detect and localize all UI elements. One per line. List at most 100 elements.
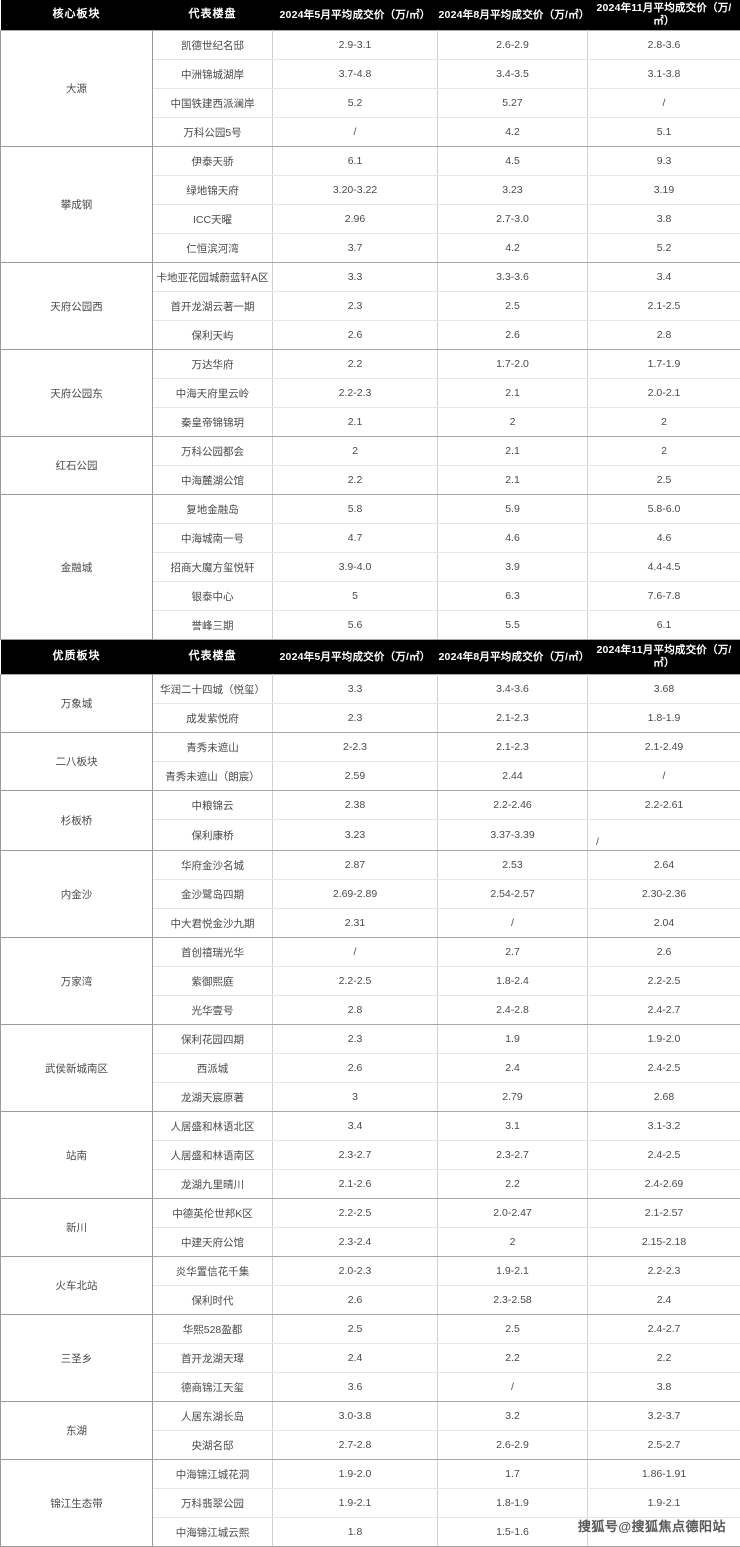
price-may-cell: 2.6	[273, 321, 438, 350]
price-nov-cell: 2.04	[588, 909, 740, 938]
project-name-cell: 龙湖天宸原著	[153, 1083, 273, 1112]
sector-cell: 天府公园东	[1, 350, 153, 437]
project-name-cell: 首开龙湖天璻	[153, 1344, 273, 1373]
header-cell-aug: 2024年8月平均成交价（万/㎡）	[438, 0, 588, 31]
price-may-cell: 2.1-2.6	[273, 1170, 438, 1199]
price-aug-cell: 2.1-2.3	[438, 704, 588, 733]
price-aug-cell: 3.9	[438, 553, 588, 582]
header-cell-project: 代表楼盘	[153, 640, 273, 675]
sector-cell: 万象城	[1, 675, 153, 733]
price-nov-cell: 3.19	[588, 176, 740, 205]
price-aug-cell: 2.2-2.46	[438, 791, 588, 820]
price-may-cell: 2.8	[273, 996, 438, 1025]
price-may-cell: 6.1	[273, 147, 438, 176]
price-aug-cell: 1.8-2.4	[438, 967, 588, 996]
project-name-cell: 西派城	[153, 1054, 273, 1083]
project-name-cell: 中大君悦金沙九期	[153, 909, 273, 938]
price-may-cell: 1.9-2.1	[273, 1489, 438, 1518]
project-name-cell: 凯德世纪名邸	[153, 31, 273, 60]
sector-cell: 新川	[1, 1199, 153, 1257]
price-aug-cell: /	[438, 909, 588, 938]
price-may-cell: 2-2.3	[273, 733, 438, 762]
price-aug-cell: 1.7-2.0	[438, 350, 588, 379]
price-aug-cell: 2.6-2.9	[438, 31, 588, 60]
price-aug-cell: 4.5	[438, 147, 588, 176]
price-may-cell: 5.6	[273, 611, 438, 640]
price-may-cell: 2.1	[273, 408, 438, 437]
price-nov-cell: 1.9-2.0	[588, 1025, 740, 1054]
project-name-cell: 光华壹号	[153, 996, 273, 1025]
price-aug-cell: 4.2	[438, 118, 588, 147]
sector-cell: 二八板块	[1, 733, 153, 791]
price-may-cell: 2.2	[273, 350, 438, 379]
price-aug-cell: 2.1	[438, 466, 588, 495]
price-nov-cell: 1.8-1.9	[588, 704, 740, 733]
price-aug-cell: 2.5	[438, 292, 588, 321]
project-name-cell: 华府金沙名城	[153, 851, 273, 880]
price-nov-cell: 1.7-1.9	[588, 350, 740, 379]
sector-cell: 天府公园西	[1, 263, 153, 350]
project-name-cell: 中建天府公馆	[153, 1228, 273, 1257]
project-name-cell: 万科公园5号	[153, 118, 273, 147]
price-may-cell: 2.3	[273, 704, 438, 733]
price-nov-cell: 3.8	[588, 205, 740, 234]
project-name-cell: 人居东湖长岛	[153, 1402, 273, 1431]
price-may-cell: 2.5	[273, 1315, 438, 1344]
project-name-cell: 中海麓湖公馆	[153, 466, 273, 495]
price-nov-cell: 4.6	[588, 524, 740, 553]
price-nov-cell: 2.1-2.49	[588, 733, 740, 762]
price-nov-cell: 2.5-2.7	[588, 1431, 740, 1460]
price-aug-cell: 2.53	[438, 851, 588, 880]
price-nov-cell: 6.1	[588, 611, 740, 640]
project-name-cell: 伊泰天骄	[153, 147, 273, 176]
sector-cell: 内金沙	[1, 851, 153, 938]
price-nov-cell: 2.4-2.5	[588, 1141, 740, 1170]
project-name-cell: 青秀未遮山（朗宸）	[153, 762, 273, 791]
project-name-cell: 复地金融岛	[153, 495, 273, 524]
price-aug-cell: 2.7	[438, 938, 588, 967]
price-may-cell: 2.2-2.5	[273, 967, 438, 996]
price-may-cell: 2.3	[273, 1025, 438, 1054]
project-name-cell: 中德英伦世邦K区	[153, 1199, 273, 1228]
project-name-cell: 中粮锦云	[153, 791, 273, 820]
project-name-cell: 仁恒滨河湾	[153, 234, 273, 263]
price-aug-cell: 6.3	[438, 582, 588, 611]
price-aug-cell: 2.44	[438, 762, 588, 791]
project-name-cell: 人居盛和林语南区	[153, 1141, 273, 1170]
price-nov-cell: 5.8-6.0	[588, 495, 740, 524]
price-aug-cell: 3.2	[438, 1402, 588, 1431]
price-nov-cell: 2	[588, 408, 740, 437]
price-aug-cell: 2.3-2.7	[438, 1141, 588, 1170]
price-aug-cell: 3.23	[438, 176, 588, 205]
price-may-cell: 2.2-2.3	[273, 379, 438, 408]
price-aug-cell: 2.2	[438, 1170, 588, 1199]
price-may-cell: 3.20-3.22	[273, 176, 438, 205]
price-aug-cell: 4.6	[438, 524, 588, 553]
price-aug-cell: 1.7	[438, 1460, 588, 1489]
sector-cell: 站南	[1, 1112, 153, 1199]
price-aug-cell: 1.8-1.9	[438, 1489, 588, 1518]
price-may-cell: 1.8	[273, 1518, 438, 1547]
price-nov-cell: 9.3	[588, 147, 740, 176]
project-name-cell: 中海锦江城云熙	[153, 1518, 273, 1547]
project-name-cell: 秦皇帝锦锦玥	[153, 408, 273, 437]
price-nov-cell	[588, 1518, 740, 1547]
project-name-cell: 炎华置信花千集	[153, 1257, 273, 1286]
price-may-cell: 2.7-2.8	[273, 1431, 438, 1460]
price-nov-cell: 3.2-3.7	[588, 1402, 740, 1431]
price-may-cell: 2.38	[273, 791, 438, 820]
project-name-cell: 保利时代	[153, 1286, 273, 1315]
price-may-cell: 2.3-2.7	[273, 1141, 438, 1170]
price-may-cell: 3.9-4.0	[273, 553, 438, 582]
price-nov-cell: 3.8	[588, 1373, 740, 1402]
price-aug-cell: 3.3-3.6	[438, 263, 588, 292]
price-may-cell: 4.7	[273, 524, 438, 553]
price-may-cell: 2.9-3.1	[273, 31, 438, 60]
price-may-cell: 3.3	[273, 263, 438, 292]
